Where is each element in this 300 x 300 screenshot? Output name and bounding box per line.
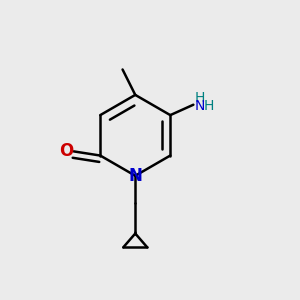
Text: H: H: [194, 91, 205, 105]
Text: N: N: [194, 99, 205, 113]
Text: N: N: [128, 167, 142, 185]
Text: O: O: [59, 142, 74, 160]
Text: H: H: [203, 99, 214, 113]
